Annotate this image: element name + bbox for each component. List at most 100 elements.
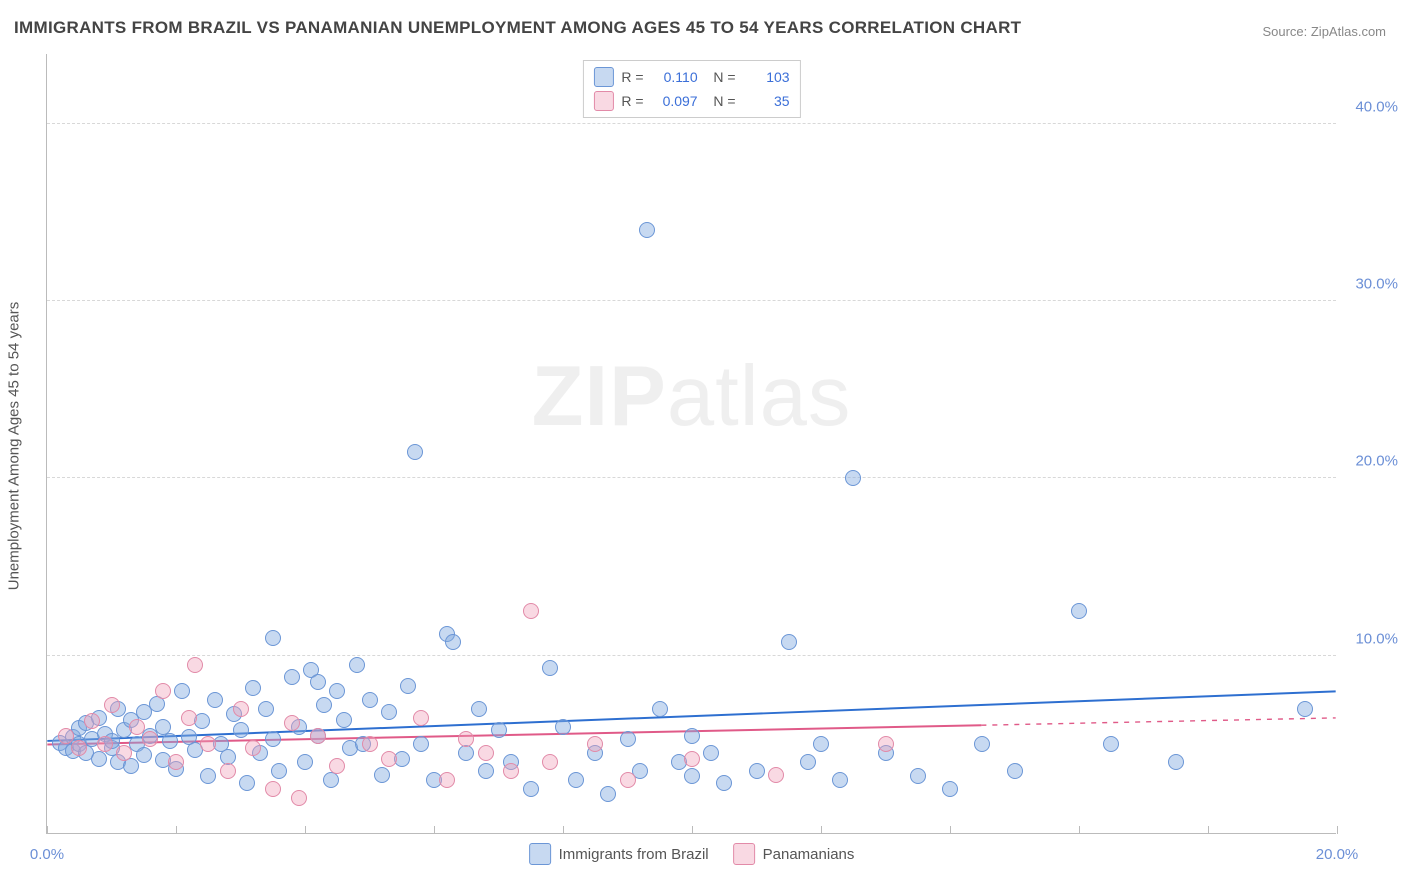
x-tick (47, 826, 48, 834)
scatter-point (258, 701, 274, 717)
scatter-point (174, 683, 190, 699)
scatter-point (413, 710, 429, 726)
y-tick-label: 30.0% (1342, 276, 1398, 293)
scatter-point (329, 758, 345, 774)
scatter-point (471, 701, 487, 717)
scatter-point (323, 772, 339, 788)
plot-area: ZIPatlas R =0.110 N =103R =0.097 N =35 I… (46, 54, 1336, 834)
scatter-point (620, 772, 636, 788)
scatter-point (1071, 603, 1087, 619)
scatter-point (265, 781, 281, 797)
scatter-point (478, 763, 494, 779)
scatter-point (491, 722, 507, 738)
n-value: 35 (744, 93, 790, 109)
scatter-point (284, 715, 300, 731)
scatter-point (1007, 763, 1023, 779)
y-tick-label: 40.0% (1342, 98, 1398, 115)
x-tick (434, 826, 435, 834)
scatter-point (781, 634, 797, 650)
scatter-point (136, 747, 152, 763)
scatter-point (362, 736, 378, 752)
scatter-point (652, 701, 668, 717)
gridline (47, 300, 1336, 301)
scatter-point (445, 634, 461, 650)
scatter-point (58, 728, 74, 744)
scatter-point (200, 768, 216, 784)
r-value: 0.097 (652, 93, 698, 109)
scatter-point (800, 754, 816, 770)
gridline (47, 477, 1336, 478)
scatter-point (129, 719, 145, 735)
legend-row: R = 0.110 N = 103 (593, 65, 789, 89)
legend-swatch (593, 67, 613, 87)
scatter-point (329, 683, 345, 699)
n-label: N = (706, 69, 736, 85)
scatter-point (142, 731, 158, 747)
legend-swatch (593, 91, 613, 111)
scatter-point (162, 733, 178, 749)
scatter-point (381, 751, 397, 767)
x-tick (1337, 826, 1338, 834)
scatter-point (362, 692, 378, 708)
scatter-point (284, 669, 300, 685)
x-tick (1208, 826, 1209, 834)
scatter-point (478, 745, 494, 761)
n-value: 103 (744, 69, 790, 85)
scatter-point (439, 772, 455, 788)
scatter-point (703, 745, 719, 761)
y-tick-label: 10.0% (1342, 630, 1398, 647)
n-label: N = (706, 93, 736, 109)
scatter-point (310, 674, 326, 690)
r-label: R = (621, 69, 643, 85)
scatter-point (684, 768, 700, 784)
scatter-point (316, 697, 332, 713)
scatter-point (407, 444, 423, 460)
r-value: 0.110 (652, 69, 698, 85)
scatter-point (503, 763, 519, 779)
watermark-light: atlas (667, 349, 852, 444)
scatter-point (265, 630, 281, 646)
r-label: R = (621, 93, 643, 109)
scatter-point (310, 728, 326, 744)
scatter-point (974, 736, 990, 752)
scatter-point (374, 767, 390, 783)
correlation-legend: R = 0.110 N = 103 R = 0.097 N = 35 (582, 60, 800, 118)
scatter-point (832, 772, 848, 788)
chart-title: IMMIGRANTS FROM BRAZIL VS PANAMANIAN UNE… (14, 18, 1021, 38)
legend-item: Panamanians (733, 843, 855, 865)
x-tick (176, 826, 177, 834)
scatter-point (168, 754, 184, 770)
x-tick (950, 826, 951, 834)
scatter-point (155, 683, 171, 699)
scatter-point (1103, 736, 1119, 752)
scatter-point (400, 678, 416, 694)
x-tick (1079, 826, 1080, 834)
legend-swatch (529, 843, 551, 865)
scatter-point (639, 222, 655, 238)
source-label: Source: ZipAtlas.com (1262, 24, 1386, 39)
legend-row: R = 0.097 N = 35 (593, 89, 789, 113)
scatter-point (245, 740, 261, 756)
gridline (47, 123, 1336, 124)
scatter-point (458, 745, 474, 761)
scatter-point (265, 731, 281, 747)
scatter-point (245, 680, 261, 696)
scatter-point (542, 660, 558, 676)
scatter-point (942, 781, 958, 797)
scatter-point (181, 710, 197, 726)
scatter-point (413, 736, 429, 752)
scatter-point (878, 736, 894, 752)
scatter-point (768, 767, 784, 783)
scatter-point (297, 754, 313, 770)
x-tick-label: 20.0% (1316, 846, 1359, 863)
scatter-point (200, 736, 216, 752)
legend-label: Immigrants from Brazil (559, 846, 709, 863)
scatter-point (91, 751, 107, 767)
trend-line-dashed (981, 718, 1335, 725)
scatter-point (813, 736, 829, 752)
series-legend: Immigrants from Brazil Panamanians (529, 843, 855, 865)
scatter-point (458, 731, 474, 747)
scatter-point (116, 745, 132, 761)
scatter-point (845, 470, 861, 486)
scatter-point (104, 697, 120, 713)
